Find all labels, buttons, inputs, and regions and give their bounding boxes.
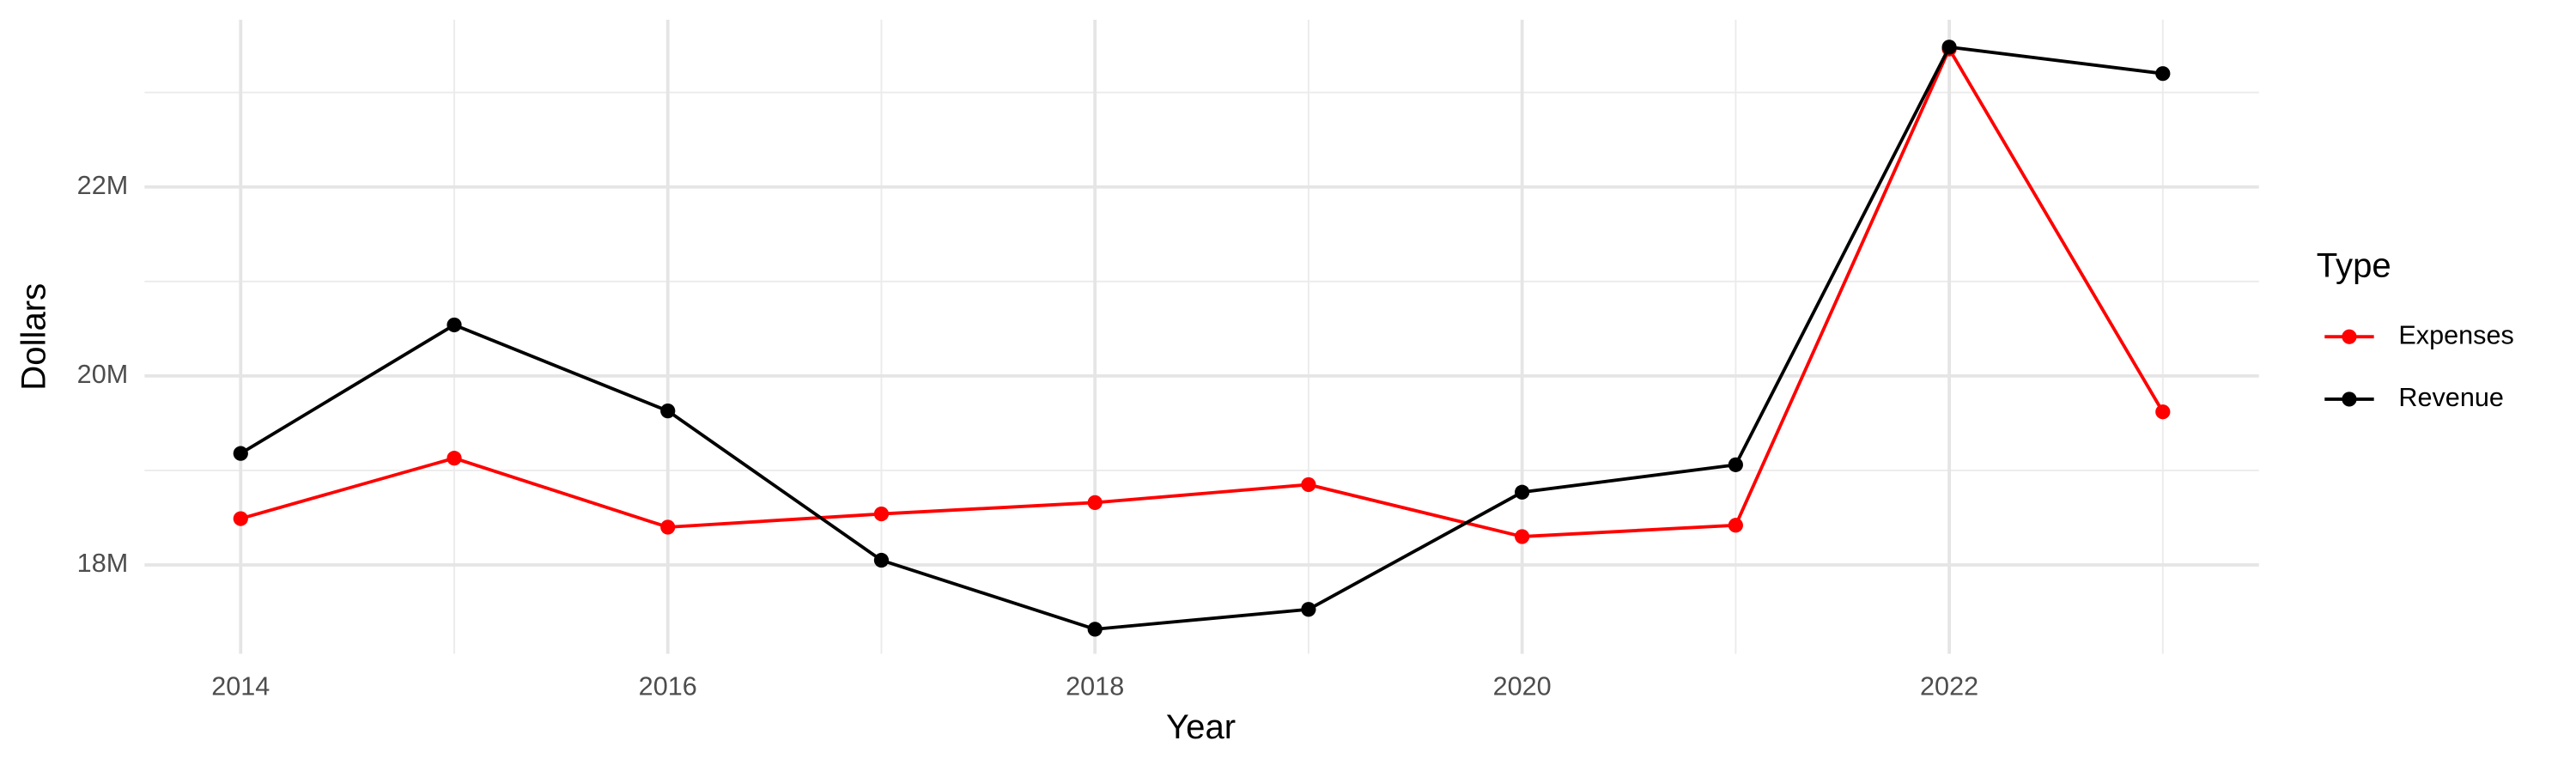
point — [233, 446, 248, 461]
x-tick-label: 2020 — [1493, 672, 1552, 701]
x-axis-title: Year — [1166, 707, 1236, 746]
y-tick-label: 18M — [77, 549, 129, 578]
point — [1515, 529, 1530, 544]
x-tick-label: 2018 — [1066, 672, 1124, 701]
legend-point — [2342, 392, 2357, 407]
point — [1087, 495, 1103, 510]
point — [873, 506, 890, 522]
point — [660, 519, 676, 535]
series-line — [240, 45, 2165, 538]
legend-label: Revenue — [2398, 383, 2504, 412]
point — [660, 404, 676, 419]
point — [1301, 602, 1316, 617]
x-tick-label: 2014 — [211, 672, 270, 701]
point — [2155, 404, 2171, 420]
y-tick-label: 22M — [77, 171, 129, 200]
point — [1728, 518, 1743, 533]
legend-point — [2342, 329, 2357, 344]
point — [447, 317, 462, 333]
y-axis-title: Dollars — [15, 283, 53, 391]
point — [447, 451, 462, 466]
series-line — [240, 45, 2164, 631]
point — [1301, 477, 1316, 493]
point — [2155, 66, 2171, 82]
y-tick-label: 20M — [77, 360, 129, 389]
point — [873, 552, 890, 568]
point — [1087, 622, 1103, 637]
legend-title: Type — [2317, 246, 2391, 284]
point — [1941, 39, 1957, 55]
point — [233, 511, 248, 526]
point — [1728, 457, 1743, 472]
point — [1515, 484, 1530, 500]
x-tick-label: 2016 — [639, 672, 697, 701]
x-tick-label: 2022 — [1920, 672, 1978, 701]
legend-label: Expenses — [2398, 320, 2513, 349]
